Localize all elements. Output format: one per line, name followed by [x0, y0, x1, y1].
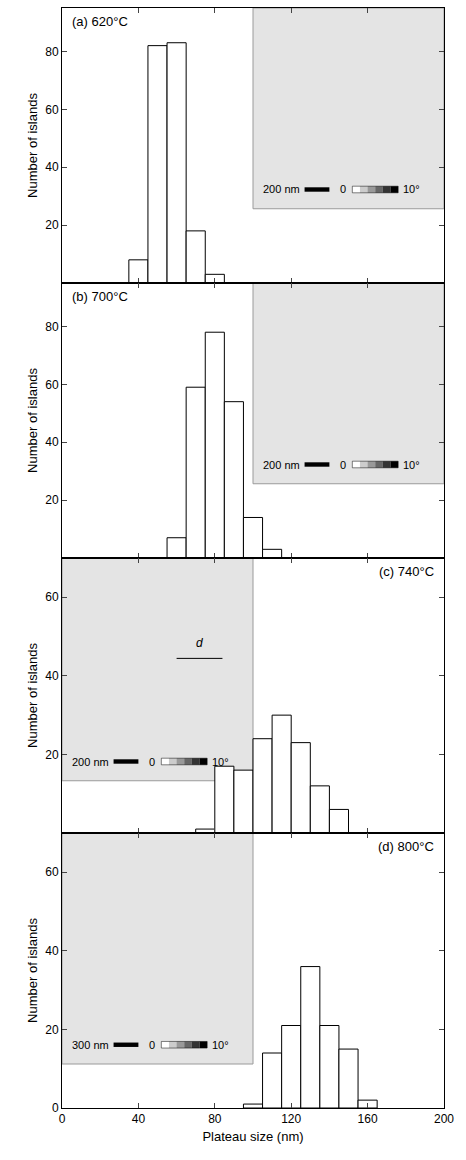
svg-text:0: 0 [52, 1101, 59, 1115]
svg-text:Number of islands: Number of islands [25, 368, 40, 473]
svg-text:0: 0 [340, 459, 346, 471]
svg-text:0: 0 [59, 1112, 66, 1126]
svg-text:80: 80 [208, 1112, 222, 1126]
svg-text:160: 160 [358, 1112, 378, 1126]
svg-text:Number of islands: Number of islands [25, 643, 40, 748]
svg-text:80: 80 [45, 45, 59, 59]
svg-text:300 nm: 300 nm [72, 1039, 109, 1051]
svg-text:60: 60 [45, 378, 59, 392]
svg-text:(c) 740°C: (c) 740°C [379, 564, 434, 579]
svg-text:40: 40 [45, 669, 59, 683]
svg-text:200 nm: 200 nm [263, 459, 300, 471]
svg-text:60: 60 [45, 590, 59, 604]
svg-text:200 nm: 200 nm [72, 756, 109, 768]
svg-text:60: 60 [45, 103, 59, 117]
svg-text:40: 40 [45, 944, 59, 958]
svg-text:0: 0 [149, 1039, 155, 1051]
svg-text:20: 20 [45, 218, 59, 232]
svg-text:20: 20 [45, 748, 59, 762]
svg-text:10°: 10° [212, 1039, 229, 1051]
svg-text:Number of islands: Number of islands [25, 93, 40, 198]
svg-text:200: 200 [434, 1112, 454, 1126]
svg-text:(a) 620°C: (a) 620°C [72, 14, 128, 29]
svg-text:Number of islands: Number of islands [25, 918, 40, 1023]
svg-text:10°: 10° [212, 756, 229, 768]
svg-text:10°: 10° [403, 183, 420, 195]
svg-text:200 nm: 200 nm [263, 183, 300, 195]
svg-text:40: 40 [132, 1112, 146, 1126]
svg-text:10°: 10° [403, 459, 420, 471]
svg-text:0: 0 [340, 183, 346, 195]
svg-text:60: 60 [45, 865, 59, 879]
svg-text:20: 20 [45, 493, 59, 507]
svg-text:20: 20 [45, 1023, 59, 1037]
svg-text:120: 120 [281, 1112, 301, 1126]
svg-text:40: 40 [45, 435, 59, 449]
svg-text:Plateau size (nm): Plateau size (nm) [202, 1129, 303, 1144]
svg-text:d: d [196, 636, 203, 650]
svg-text:80: 80 [45, 320, 59, 334]
svg-text:0: 0 [149, 756, 155, 768]
svg-text:(b) 700°C: (b) 700°C [72, 289, 128, 304]
svg-text:40: 40 [45, 160, 59, 174]
svg-text:(d) 800°C: (d) 800°C [378, 839, 434, 854]
